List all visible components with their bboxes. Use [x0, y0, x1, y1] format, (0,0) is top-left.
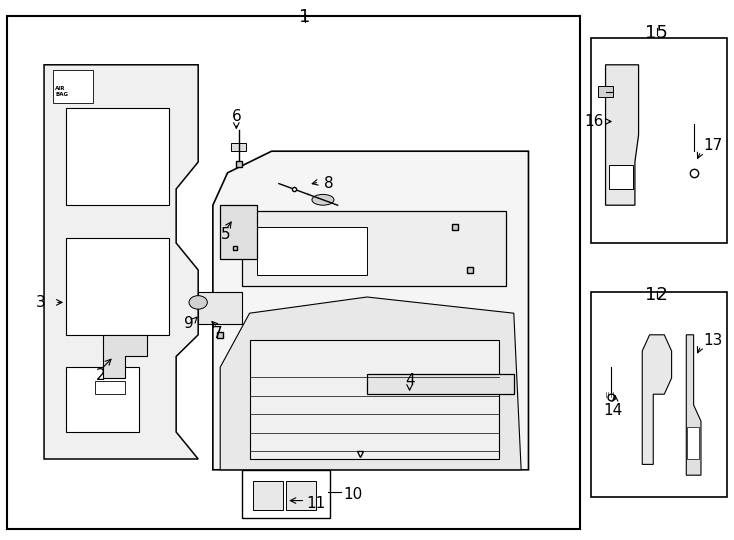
Ellipse shape [312, 194, 334, 205]
Text: AIR
BAG: AIR BAG [55, 86, 68, 97]
Text: 12: 12 [645, 286, 669, 304]
Text: 17: 17 [703, 138, 722, 153]
Text: 2: 2 [95, 368, 106, 383]
Text: 9: 9 [184, 316, 194, 332]
FancyBboxPatch shape [198, 292, 242, 324]
FancyBboxPatch shape [257, 227, 367, 275]
Text: 7: 7 [212, 326, 222, 341]
FancyBboxPatch shape [7, 16, 580, 529]
Text: 14: 14 [603, 403, 622, 418]
Polygon shape [213, 151, 528, 470]
FancyBboxPatch shape [253, 481, 283, 510]
Text: 3: 3 [35, 295, 46, 310]
Text: 1: 1 [299, 8, 310, 26]
Polygon shape [220, 297, 521, 470]
Text: 15: 15 [645, 24, 669, 42]
Polygon shape [642, 335, 672, 464]
Polygon shape [686, 335, 701, 475]
Text: 16: 16 [584, 114, 603, 129]
Polygon shape [103, 335, 147, 378]
FancyBboxPatch shape [591, 292, 727, 497]
FancyBboxPatch shape [66, 367, 139, 432]
FancyBboxPatch shape [53, 70, 93, 103]
FancyBboxPatch shape [66, 238, 169, 335]
FancyBboxPatch shape [687, 427, 699, 459]
FancyBboxPatch shape [95, 381, 125, 394]
Ellipse shape [189, 296, 208, 309]
Polygon shape [606, 65, 639, 205]
FancyBboxPatch shape [242, 211, 506, 286]
Text: 11: 11 [307, 496, 326, 511]
FancyBboxPatch shape [66, 108, 169, 205]
Polygon shape [220, 205, 257, 259]
Text: 10: 10 [344, 487, 363, 502]
FancyBboxPatch shape [231, 143, 246, 151]
FancyBboxPatch shape [250, 340, 499, 459]
Text: 4: 4 [404, 373, 415, 388]
FancyBboxPatch shape [591, 38, 727, 243]
FancyBboxPatch shape [242, 470, 330, 518]
FancyBboxPatch shape [367, 374, 514, 394]
FancyBboxPatch shape [609, 165, 633, 189]
Text: 13: 13 [703, 333, 722, 348]
FancyBboxPatch shape [598, 86, 613, 97]
Polygon shape [44, 65, 198, 459]
Text: 5: 5 [221, 227, 231, 242]
FancyBboxPatch shape [286, 481, 316, 510]
Text: 6: 6 [231, 109, 241, 124]
Text: 8: 8 [324, 176, 334, 191]
